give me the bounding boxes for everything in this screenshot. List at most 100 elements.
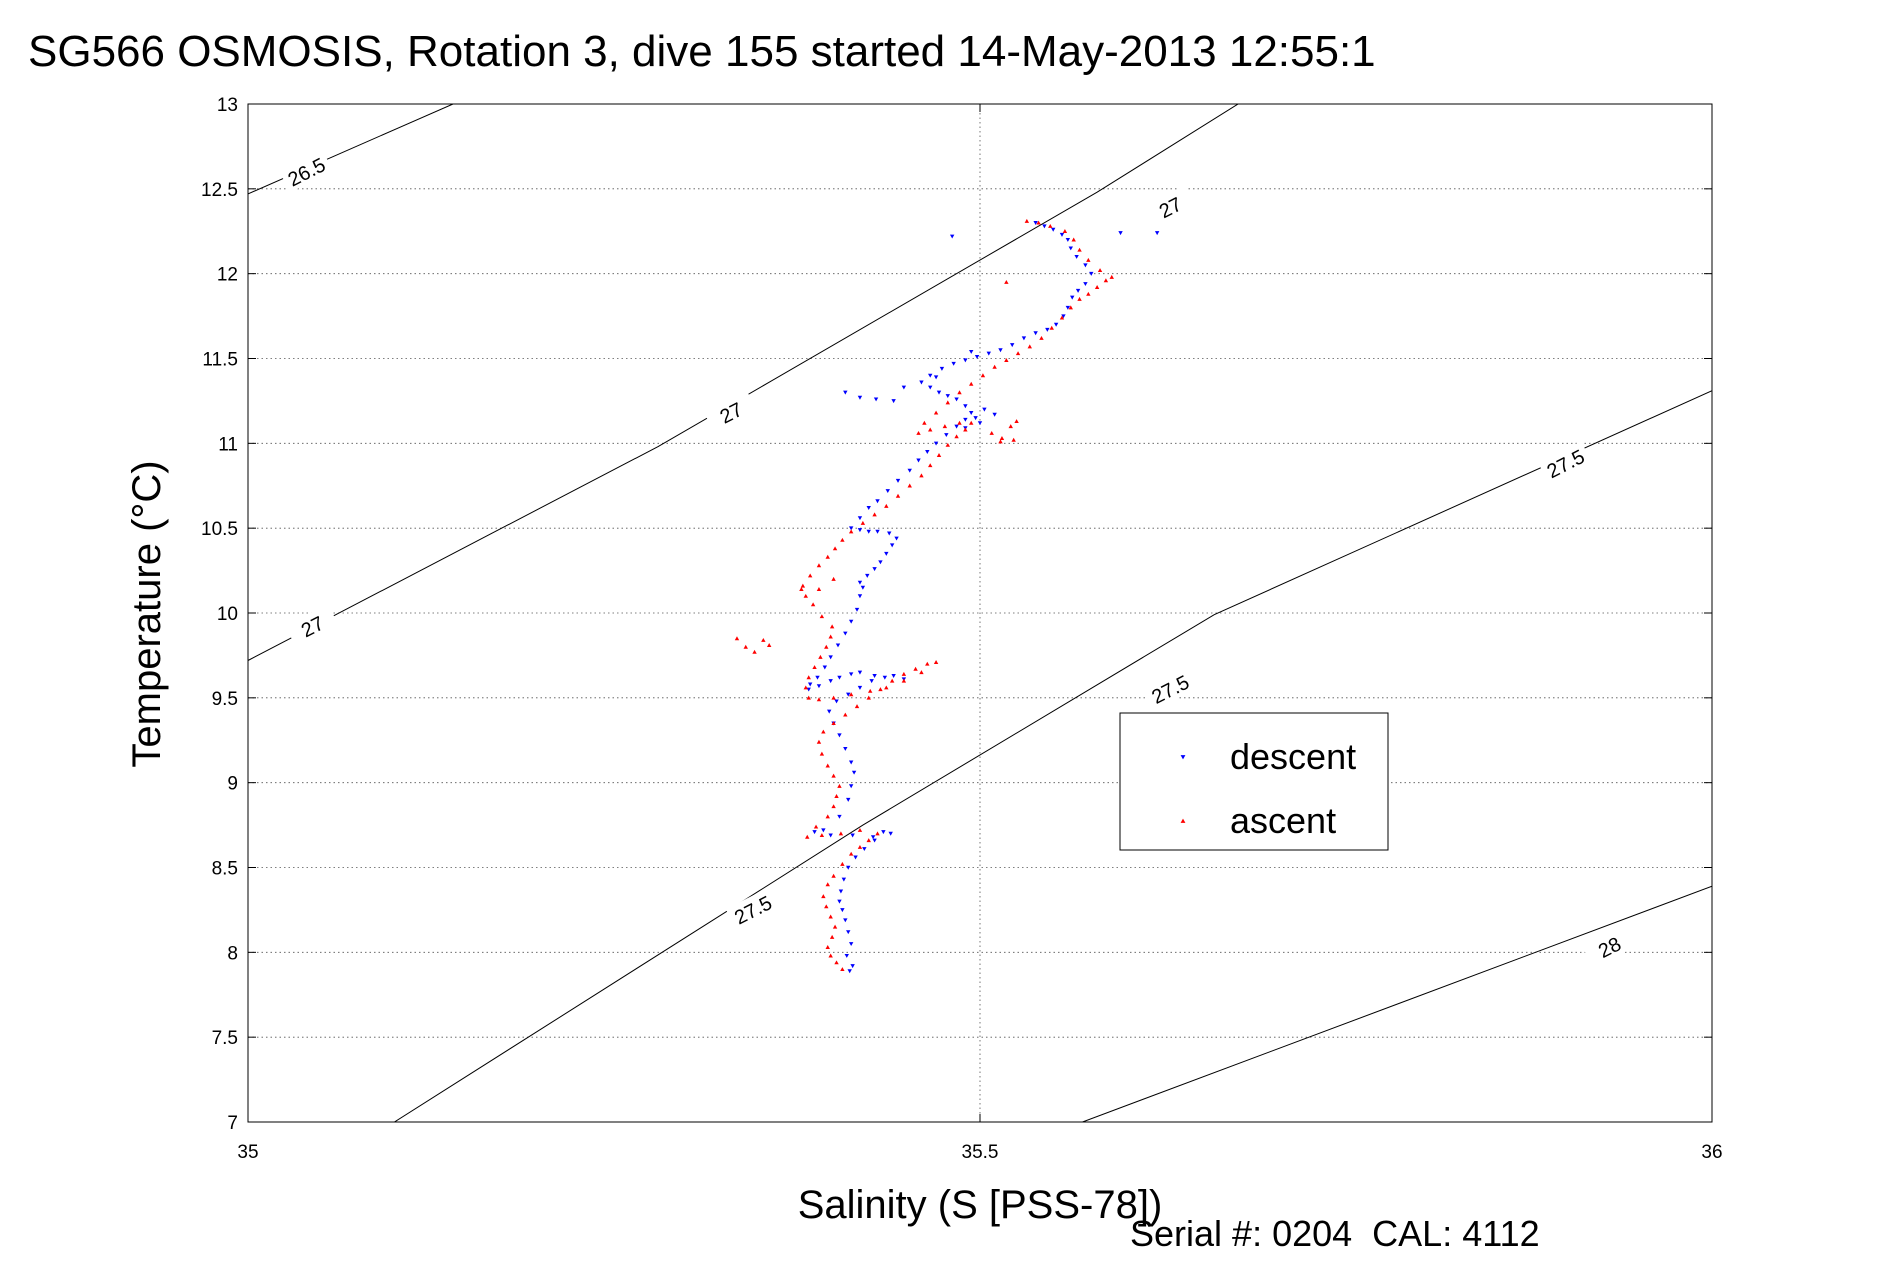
ascent-point (819, 751, 825, 756)
ascent-point (933, 410, 939, 415)
ascent-point (843, 712, 848, 717)
ascent-point (1062, 229, 1068, 234)
ascent-point (1048, 223, 1053, 228)
descent-point (885, 489, 890, 494)
ascent-point (825, 763, 830, 768)
ascent-point (1014, 419, 1019, 424)
descent-point (894, 536, 899, 541)
ascent-point (1015, 351, 1021, 356)
ascent-point (831, 721, 836, 726)
descent-point (838, 889, 844, 894)
ascent-point (825, 882, 830, 887)
descent-point (969, 411, 974, 415)
descent-point (843, 390, 848, 395)
descent-point (925, 450, 930, 455)
ascent-point (825, 814, 830, 819)
ascent-point (831, 773, 836, 778)
ascent-point (901, 678, 907, 683)
legend-label-ascent: ascent (1230, 800, 1336, 841)
descent-point (986, 351, 991, 356)
descent-point (969, 349, 974, 354)
contour-label-bg (703, 390, 758, 434)
descent-point (933, 375, 939, 380)
density-contour-line (1082, 885, 1712, 1122)
x-axis-title: Salinity (S [PSS-78]) (798, 1183, 1163, 1227)
data-points (734, 218, 1160, 974)
descent-point (1061, 314, 1066, 319)
series-descent (806, 221, 1160, 974)
contour-label-bg (1538, 441, 1592, 485)
ascent-point (954, 434, 959, 439)
y-tick-label: 7.5 (212, 1028, 238, 1049)
x-tick-label: 35.5 (962, 1142, 999, 1163)
descent-point (887, 531, 892, 536)
descent-point (857, 516, 863, 521)
ascent-point (860, 520, 866, 525)
descent-point (949, 234, 955, 239)
ascent-point (819, 833, 825, 838)
y-tick-label: 10 (217, 604, 238, 625)
descent-point (1075, 288, 1081, 293)
ascent-point (816, 697, 822, 702)
contour-label-bg (725, 887, 780, 931)
y-tick-label: 11 (218, 434, 238, 455)
ascent-point (816, 587, 822, 592)
descent-point (815, 675, 820, 680)
descent-point (1051, 227, 1056, 232)
legend-marker-descent (1180, 755, 1186, 760)
y-tick-label: 10.5 (201, 519, 238, 540)
descent-point (843, 918, 848, 923)
descent-point (870, 835, 876, 840)
descent-point (828, 833, 833, 838)
y-tick-label: 12.5 (201, 180, 238, 201)
ascent-point (1097, 268, 1103, 273)
ascent-point (1109, 274, 1114, 279)
descent-point (1021, 336, 1027, 341)
ascent-point (957, 420, 962, 425)
ascent-point (824, 644, 829, 649)
ascent-point (866, 695, 871, 700)
ascent-point (878, 687, 883, 692)
descent-point (1053, 322, 1059, 327)
descent-point (854, 607, 860, 612)
ascent-point (816, 563, 822, 568)
ascent-point (857, 844, 863, 849)
ascent-point (1077, 247, 1082, 252)
x-tick-label: 36 (1701, 1142, 1722, 1163)
descent-point (1083, 263, 1088, 268)
descent-point (834, 699, 839, 704)
descent-point (928, 373, 933, 378)
legend-label-descent: descent (1230, 736, 1356, 777)
ascent-point (907, 483, 912, 488)
ascent-point (831, 576, 836, 581)
ascent-point (868, 688, 873, 693)
descent-point (1074, 254, 1079, 259)
descent-point (828, 679, 833, 684)
descent-point (857, 594, 863, 599)
ascent-point (834, 960, 839, 965)
ascent-point (812, 665, 817, 670)
descent-point (963, 358, 968, 363)
chart-title: SG566 OSMOSIS, Rotation 3, dive 155 star… (28, 27, 1376, 76)
descent-point (812, 830, 817, 835)
descent-point (888, 831, 893, 836)
ascent-point (840, 537, 845, 542)
descent-point (850, 964, 855, 969)
descent-point (848, 672, 854, 677)
descent-point (1065, 237, 1071, 242)
descent-point (891, 674, 896, 678)
ascent-point (969, 420, 974, 425)
ascent-point (916, 430, 921, 435)
descent-point (1083, 282, 1088, 287)
descent-point (837, 814, 842, 819)
ascent-point (989, 430, 994, 435)
ascent-point (1036, 220, 1041, 225)
ascent-point (800, 583, 806, 588)
descent-point (1042, 224, 1047, 229)
legend-entry-ascent: ascent (1180, 800, 1336, 841)
ascent-point (999, 436, 1005, 441)
ascent-point (857, 827, 863, 832)
ascent-point (1059, 315, 1065, 320)
ascent-point (832, 924, 838, 929)
ascent-point (837, 783, 842, 788)
